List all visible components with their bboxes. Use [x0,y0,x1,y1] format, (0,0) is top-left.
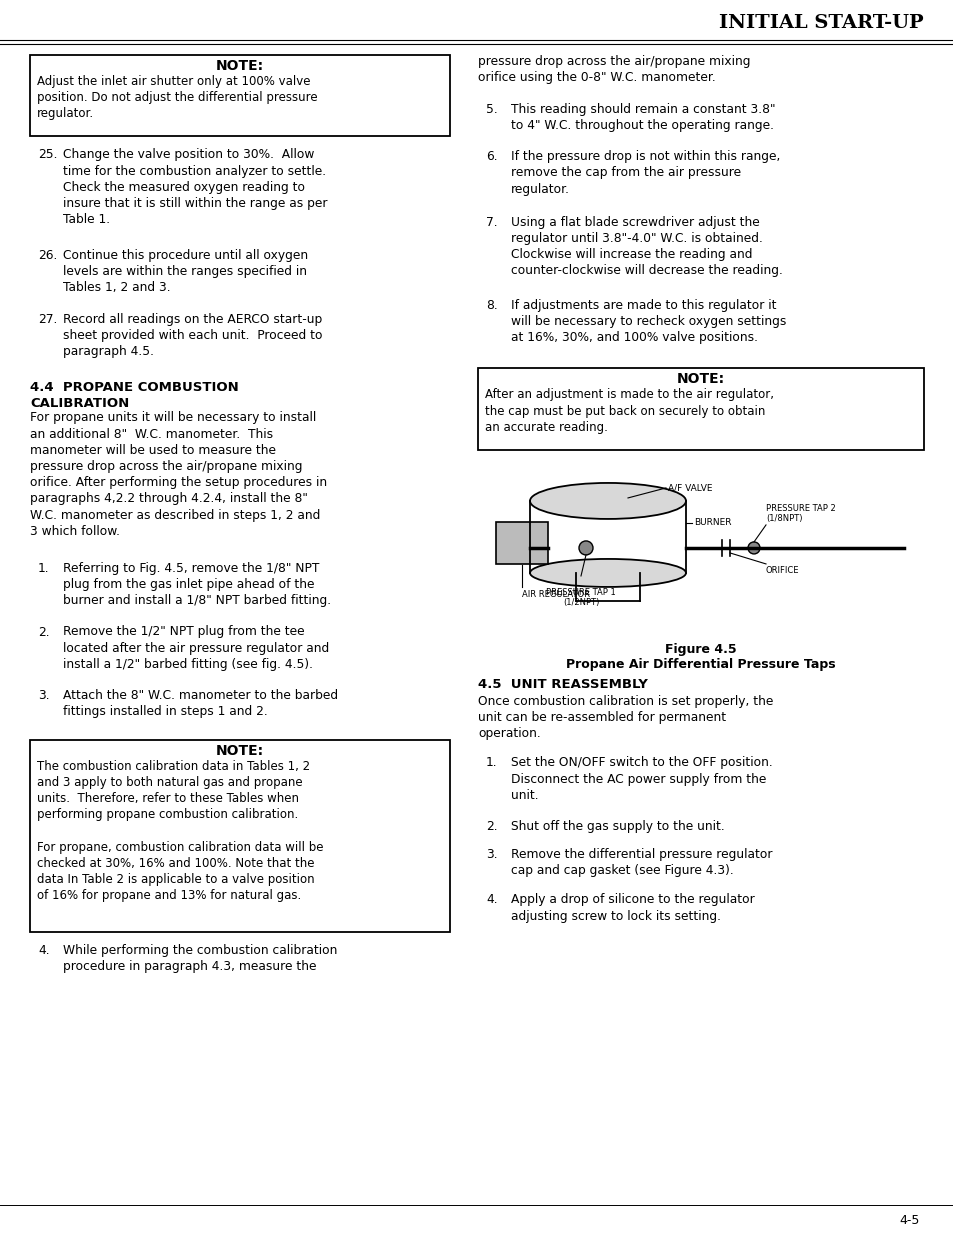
Text: After an adjustment is made to the air regulator,
the cap must be put back on se: After an adjustment is made to the air r… [484,389,773,433]
Text: NOTE:: NOTE: [215,743,264,757]
Text: Propane Air Differential Pressure Taps: Propane Air Differential Pressure Taps [565,658,835,671]
Text: This reading should remain a constant 3.8"
to 4" W.C. throughout the operating r: This reading should remain a constant 3.… [511,103,775,132]
Text: Record all readings on the AERCO start-up
sheet provided with each unit.  Procee: Record all readings on the AERCO start-u… [63,312,322,358]
Text: 5.: 5. [485,103,497,116]
Text: 4.: 4. [38,944,50,957]
Text: Apply a drop of silicone to the regulator
adjusting screw to lock its setting.: Apply a drop of silicone to the regulato… [511,893,754,923]
Text: Referring to Fig. 4.5, remove the 1/8" NPT
plug from the gas inlet pipe ahead of: Referring to Fig. 4.5, remove the 1/8" N… [63,562,331,608]
Ellipse shape [530,483,685,519]
Text: BURNER: BURNER [693,519,731,527]
Text: 26.: 26. [38,248,57,262]
FancyBboxPatch shape [30,56,450,136]
Text: 4-5: 4-5 [899,1214,919,1226]
Text: If adjustments are made to this regulator it
will be necessary to recheck oxygen: If adjustments are made to this regulato… [511,299,785,345]
Text: 4.5  UNIT REASSEMBLY: 4.5 UNIT REASSEMBLY [477,678,647,690]
Text: PRESSURE TAP 2
(1/8NPT): PRESSURE TAP 2 (1/8NPT) [765,504,835,522]
Text: Remove the differential pressure regulator
cap and cap gasket (see Figure 4.3).: Remove the differential pressure regulat… [511,847,772,877]
Text: While performing the combustion calibration
procedure in paragraph 4.3, measure : While performing the combustion calibrat… [63,944,337,973]
Text: 2.: 2. [485,820,497,832]
Text: 2.: 2. [38,625,50,638]
FancyBboxPatch shape [477,368,923,450]
Bar [496,522,547,564]
Circle shape [747,542,760,555]
Text: Continue this procedure until all oxygen
levels are within the ranges specified : Continue this procedure until all oxygen… [63,248,308,294]
Text: 25.: 25. [38,148,57,162]
Text: 7.: 7. [485,216,497,228]
Text: Attach the 8" W.C. manometer to the barbed
fittings installed in steps 1 and 2.: Attach the 8" W.C. manometer to the barb… [63,689,337,719]
Text: 3.: 3. [485,847,497,861]
Text: 3.: 3. [38,689,50,701]
Text: 8.: 8. [485,299,497,312]
Text: NOTE:: NOTE: [677,373,724,387]
Text: 1.: 1. [38,562,50,576]
Text: AIR REGULATOR: AIR REGULATOR [521,590,589,599]
Text: INITIAL START-UP: INITIAL START-UP [719,14,923,32]
Text: 6.: 6. [485,151,497,163]
Text: Figure 4.5: Figure 4.5 [664,643,736,656]
Text: pressure drop across the air/propane mixing
orifice using the 0-8" W.C. manomete: pressure drop across the air/propane mix… [477,56,750,84]
Text: Once combustion calibration is set properly, the
unit can be re-assembled for pe: Once combustion calibration is set prope… [477,695,773,740]
Text: 1.: 1. [485,756,497,769]
Text: PRESSURE TAP 1
(1/2NPT): PRESSURE TAP 1 (1/2NPT) [545,588,616,608]
Text: A/F VALVE: A/F VALVE [667,483,712,493]
Text: Remove the 1/2" NPT plug from the tee
located after the air pressure regulator a: Remove the 1/2" NPT plug from the tee lo… [63,625,329,671]
Text: Set the ON/OFF switch to the OFF position.
Disconnect the AC power supply from t: Set the ON/OFF switch to the OFF positio… [511,756,772,802]
Text: Change the valve position to 30%.  Allow
time for the combustion analyzer to set: Change the valve position to 30%. Allow … [63,148,327,226]
Text: 4.4  PROPANE COMBUSTION
CALIBRATION: 4.4 PROPANE COMBUSTION CALIBRATION [30,382,238,410]
Text: 27.: 27. [38,312,57,326]
Ellipse shape [530,559,685,587]
FancyBboxPatch shape [30,740,450,932]
Circle shape [578,541,593,555]
Text: 4.: 4. [485,893,497,906]
Text: Adjust the inlet air shutter only at 100% valve
position. Do not adjust the diff: Adjust the inlet air shutter only at 100… [37,75,317,120]
Text: Shut off the gas supply to the unit.: Shut off the gas supply to the unit. [511,820,724,832]
Text: The combustion calibration data in Tables 1, 2
and 3 apply to both natural gas a: The combustion calibration data in Table… [37,760,323,903]
Text: For propane units it will be necessary to install
an additional 8"  W.C. manomet: For propane units it will be necessary t… [30,411,327,538]
Text: Using a flat blade screwdriver adjust the
regulator until 3.8"-4.0" W.C. is obta: Using a flat blade screwdriver adjust th… [511,216,782,278]
Text: If the pressure drop is not within this range,
remove the cap from the air press: If the pressure drop is not within this … [511,151,780,195]
Text: ORIFICE: ORIFICE [765,566,799,576]
Text: NOTE:: NOTE: [215,59,264,73]
